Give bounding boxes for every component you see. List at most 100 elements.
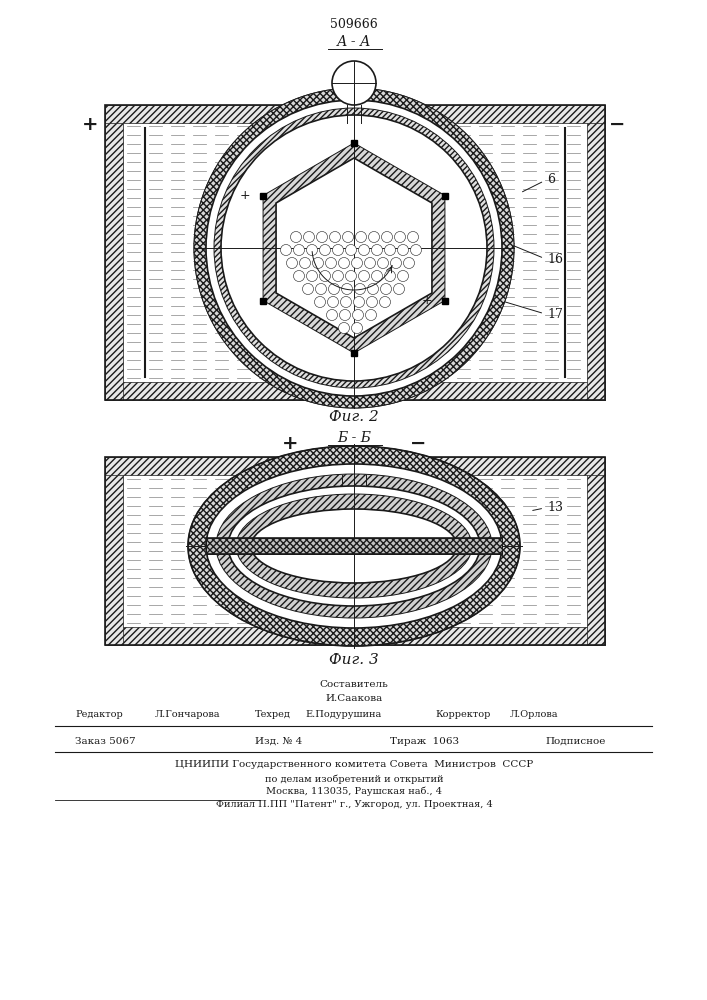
Text: Л.Орлова: Л.Орлова (510, 710, 559, 719)
Circle shape (329, 232, 341, 242)
Bar (105, 457, 605, 645)
Circle shape (371, 270, 382, 282)
Circle shape (332, 244, 344, 255)
Ellipse shape (216, 474, 492, 618)
Text: −: − (609, 116, 625, 134)
Bar (587, 105, 605, 400)
Bar (105, 382, 605, 400)
Circle shape (339, 322, 349, 334)
Circle shape (356, 232, 366, 242)
Circle shape (404, 257, 414, 268)
Text: Корректор: Корректор (435, 710, 491, 719)
Circle shape (293, 244, 305, 255)
Text: Б - Б: Б - Б (337, 431, 371, 445)
Circle shape (303, 284, 313, 294)
Text: 6: 6 (522, 173, 555, 192)
Text: −: − (410, 435, 426, 453)
Circle shape (354, 284, 366, 294)
Circle shape (366, 296, 378, 308)
Circle shape (385, 244, 395, 255)
Text: И.Саакова: И.Саакова (325, 694, 382, 703)
Bar (369, 457, 605, 475)
Text: Фиг. 3: Фиг. 3 (329, 653, 379, 667)
Circle shape (346, 244, 356, 255)
Ellipse shape (188, 446, 520, 646)
Text: Изд. № 4: Изд. № 4 (255, 737, 303, 746)
Circle shape (221, 115, 487, 381)
Bar (105, 457, 339, 475)
Circle shape (397, 244, 409, 255)
Ellipse shape (206, 464, 502, 628)
Circle shape (332, 61, 376, 105)
Circle shape (397, 270, 409, 282)
Circle shape (341, 284, 353, 294)
Polygon shape (263, 143, 445, 353)
Text: 17: 17 (495, 299, 563, 321)
Circle shape (339, 310, 351, 320)
Circle shape (382, 232, 392, 242)
Circle shape (307, 244, 317, 255)
Circle shape (390, 257, 402, 268)
Circle shape (358, 270, 370, 282)
Circle shape (194, 88, 514, 408)
Circle shape (320, 244, 330, 255)
Text: Техред: Техред (255, 710, 291, 719)
Ellipse shape (236, 494, 472, 598)
Bar (105, 105, 340, 123)
Text: 509666: 509666 (330, 18, 378, 31)
Circle shape (317, 232, 327, 242)
Circle shape (315, 284, 327, 294)
Circle shape (358, 244, 370, 255)
Bar (342, 475, 366, 536)
Bar (587, 457, 605, 645)
Circle shape (354, 296, 365, 308)
Circle shape (327, 296, 339, 308)
Circle shape (194, 88, 514, 408)
Bar (105, 105, 123, 400)
Circle shape (342, 232, 354, 242)
Circle shape (366, 310, 377, 320)
Circle shape (329, 284, 339, 294)
Circle shape (303, 232, 315, 242)
Circle shape (293, 270, 305, 282)
Ellipse shape (228, 486, 480, 606)
Circle shape (315, 296, 325, 308)
Text: Заказ 5067: Заказ 5067 (75, 737, 136, 746)
Polygon shape (276, 158, 432, 338)
Text: А - А: А - А (337, 35, 371, 49)
Circle shape (320, 270, 330, 282)
Circle shape (353, 310, 363, 320)
Circle shape (291, 232, 301, 242)
Ellipse shape (251, 509, 457, 583)
Text: 16: 16 (510, 244, 563, 266)
Circle shape (351, 257, 363, 268)
Bar (105, 457, 123, 645)
Text: +: + (421, 294, 432, 307)
Text: Фиг. 2: Фиг. 2 (329, 410, 379, 424)
Circle shape (300, 257, 310, 268)
Text: +: + (240, 189, 250, 202)
Bar (105, 105, 605, 400)
Text: Е.Подурушина: Е.Подурушина (305, 710, 381, 719)
Circle shape (378, 257, 389, 268)
Text: Л.Гончарова: Л.Гончарова (155, 710, 221, 719)
Text: +: + (282, 435, 298, 453)
Text: 13: 13 (532, 501, 563, 514)
Circle shape (371, 244, 382, 255)
Circle shape (385, 270, 395, 282)
Circle shape (341, 296, 351, 308)
Circle shape (394, 284, 404, 294)
Circle shape (368, 284, 378, 294)
Circle shape (214, 108, 494, 388)
Text: ЦНИИПИ Государственного комитета Совета  Министров  СССР: ЦНИИПИ Государственного комитета Совета … (175, 760, 533, 769)
Circle shape (368, 232, 380, 242)
Text: Тираж  1063: Тираж 1063 (390, 737, 459, 746)
Circle shape (407, 232, 419, 242)
Circle shape (281, 244, 291, 255)
Circle shape (307, 270, 317, 282)
Circle shape (380, 284, 392, 294)
Circle shape (339, 257, 349, 268)
Circle shape (365, 257, 375, 268)
Bar (105, 627, 605, 645)
Circle shape (325, 257, 337, 268)
